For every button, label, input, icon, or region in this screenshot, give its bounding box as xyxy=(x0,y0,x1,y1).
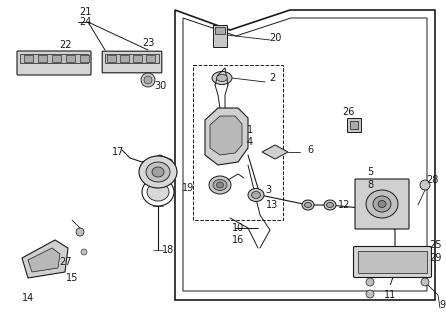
Text: 27: 27 xyxy=(59,257,71,267)
Circle shape xyxy=(420,180,430,190)
Polygon shape xyxy=(22,240,68,278)
Ellipse shape xyxy=(324,200,336,210)
Bar xyxy=(133,55,142,62)
Text: 14: 14 xyxy=(22,293,34,303)
Polygon shape xyxy=(210,116,242,155)
Text: 28: 28 xyxy=(426,175,438,185)
Text: 1: 1 xyxy=(247,125,253,135)
Text: 5: 5 xyxy=(367,167,373,177)
Ellipse shape xyxy=(139,156,177,188)
Bar xyxy=(120,55,129,62)
Bar xyxy=(20,54,88,63)
Text: 24: 24 xyxy=(79,17,91,27)
Bar xyxy=(105,54,159,63)
Text: 10: 10 xyxy=(232,223,244,233)
Circle shape xyxy=(76,228,84,236)
Text: 4: 4 xyxy=(247,137,253,147)
Polygon shape xyxy=(205,108,248,165)
Text: 13: 13 xyxy=(266,200,278,210)
Text: 11: 11 xyxy=(384,290,396,300)
Text: 30: 30 xyxy=(154,81,166,91)
Text: 29: 29 xyxy=(429,253,441,263)
Text: 9: 9 xyxy=(439,300,445,310)
Ellipse shape xyxy=(152,167,164,177)
Text: 8: 8 xyxy=(367,180,373,190)
Text: 25: 25 xyxy=(429,240,441,250)
Text: 15: 15 xyxy=(66,273,78,283)
Text: 19: 19 xyxy=(182,183,194,193)
Ellipse shape xyxy=(213,180,227,190)
FancyBboxPatch shape xyxy=(102,51,162,73)
Bar xyxy=(52,55,61,62)
Bar xyxy=(193,65,283,220)
Polygon shape xyxy=(142,155,175,178)
Text: 6: 6 xyxy=(307,145,313,155)
Text: 21: 21 xyxy=(79,7,91,17)
Text: 23: 23 xyxy=(142,38,154,48)
Ellipse shape xyxy=(209,176,231,194)
Circle shape xyxy=(366,290,374,298)
Text: 7: 7 xyxy=(387,277,393,287)
Ellipse shape xyxy=(252,191,260,198)
Ellipse shape xyxy=(216,75,227,82)
Ellipse shape xyxy=(248,188,264,202)
Bar xyxy=(146,55,155,62)
Text: 22: 22 xyxy=(59,40,71,50)
Bar xyxy=(358,251,427,273)
Ellipse shape xyxy=(212,71,232,84)
Ellipse shape xyxy=(305,203,311,207)
Ellipse shape xyxy=(146,162,170,182)
Bar xyxy=(213,25,227,47)
FancyBboxPatch shape xyxy=(354,246,431,277)
Text: 3: 3 xyxy=(265,185,271,195)
Circle shape xyxy=(144,76,152,84)
Text: 2: 2 xyxy=(269,73,275,83)
Text: 20: 20 xyxy=(269,33,281,43)
Ellipse shape xyxy=(147,183,169,201)
Ellipse shape xyxy=(326,203,334,207)
FancyBboxPatch shape xyxy=(355,179,409,229)
Text: 12: 12 xyxy=(338,200,350,210)
Polygon shape xyxy=(262,145,288,159)
Bar xyxy=(107,55,116,62)
FancyBboxPatch shape xyxy=(17,51,91,75)
Text: 26: 26 xyxy=(342,107,354,117)
Bar xyxy=(350,121,358,129)
Ellipse shape xyxy=(216,182,223,188)
Polygon shape xyxy=(28,248,60,272)
Text: 18: 18 xyxy=(162,245,174,255)
Ellipse shape xyxy=(373,196,391,212)
Text: 17: 17 xyxy=(112,147,124,157)
Circle shape xyxy=(366,278,374,286)
Ellipse shape xyxy=(366,190,398,218)
Circle shape xyxy=(81,249,87,255)
Ellipse shape xyxy=(302,200,314,210)
Bar xyxy=(80,55,89,62)
Text: 16: 16 xyxy=(232,235,244,245)
Bar xyxy=(347,118,361,132)
Circle shape xyxy=(141,73,155,87)
Bar xyxy=(66,55,75,62)
Circle shape xyxy=(421,278,429,286)
Bar xyxy=(38,55,47,62)
Ellipse shape xyxy=(378,201,386,207)
Bar xyxy=(24,55,33,62)
Bar xyxy=(215,27,225,34)
